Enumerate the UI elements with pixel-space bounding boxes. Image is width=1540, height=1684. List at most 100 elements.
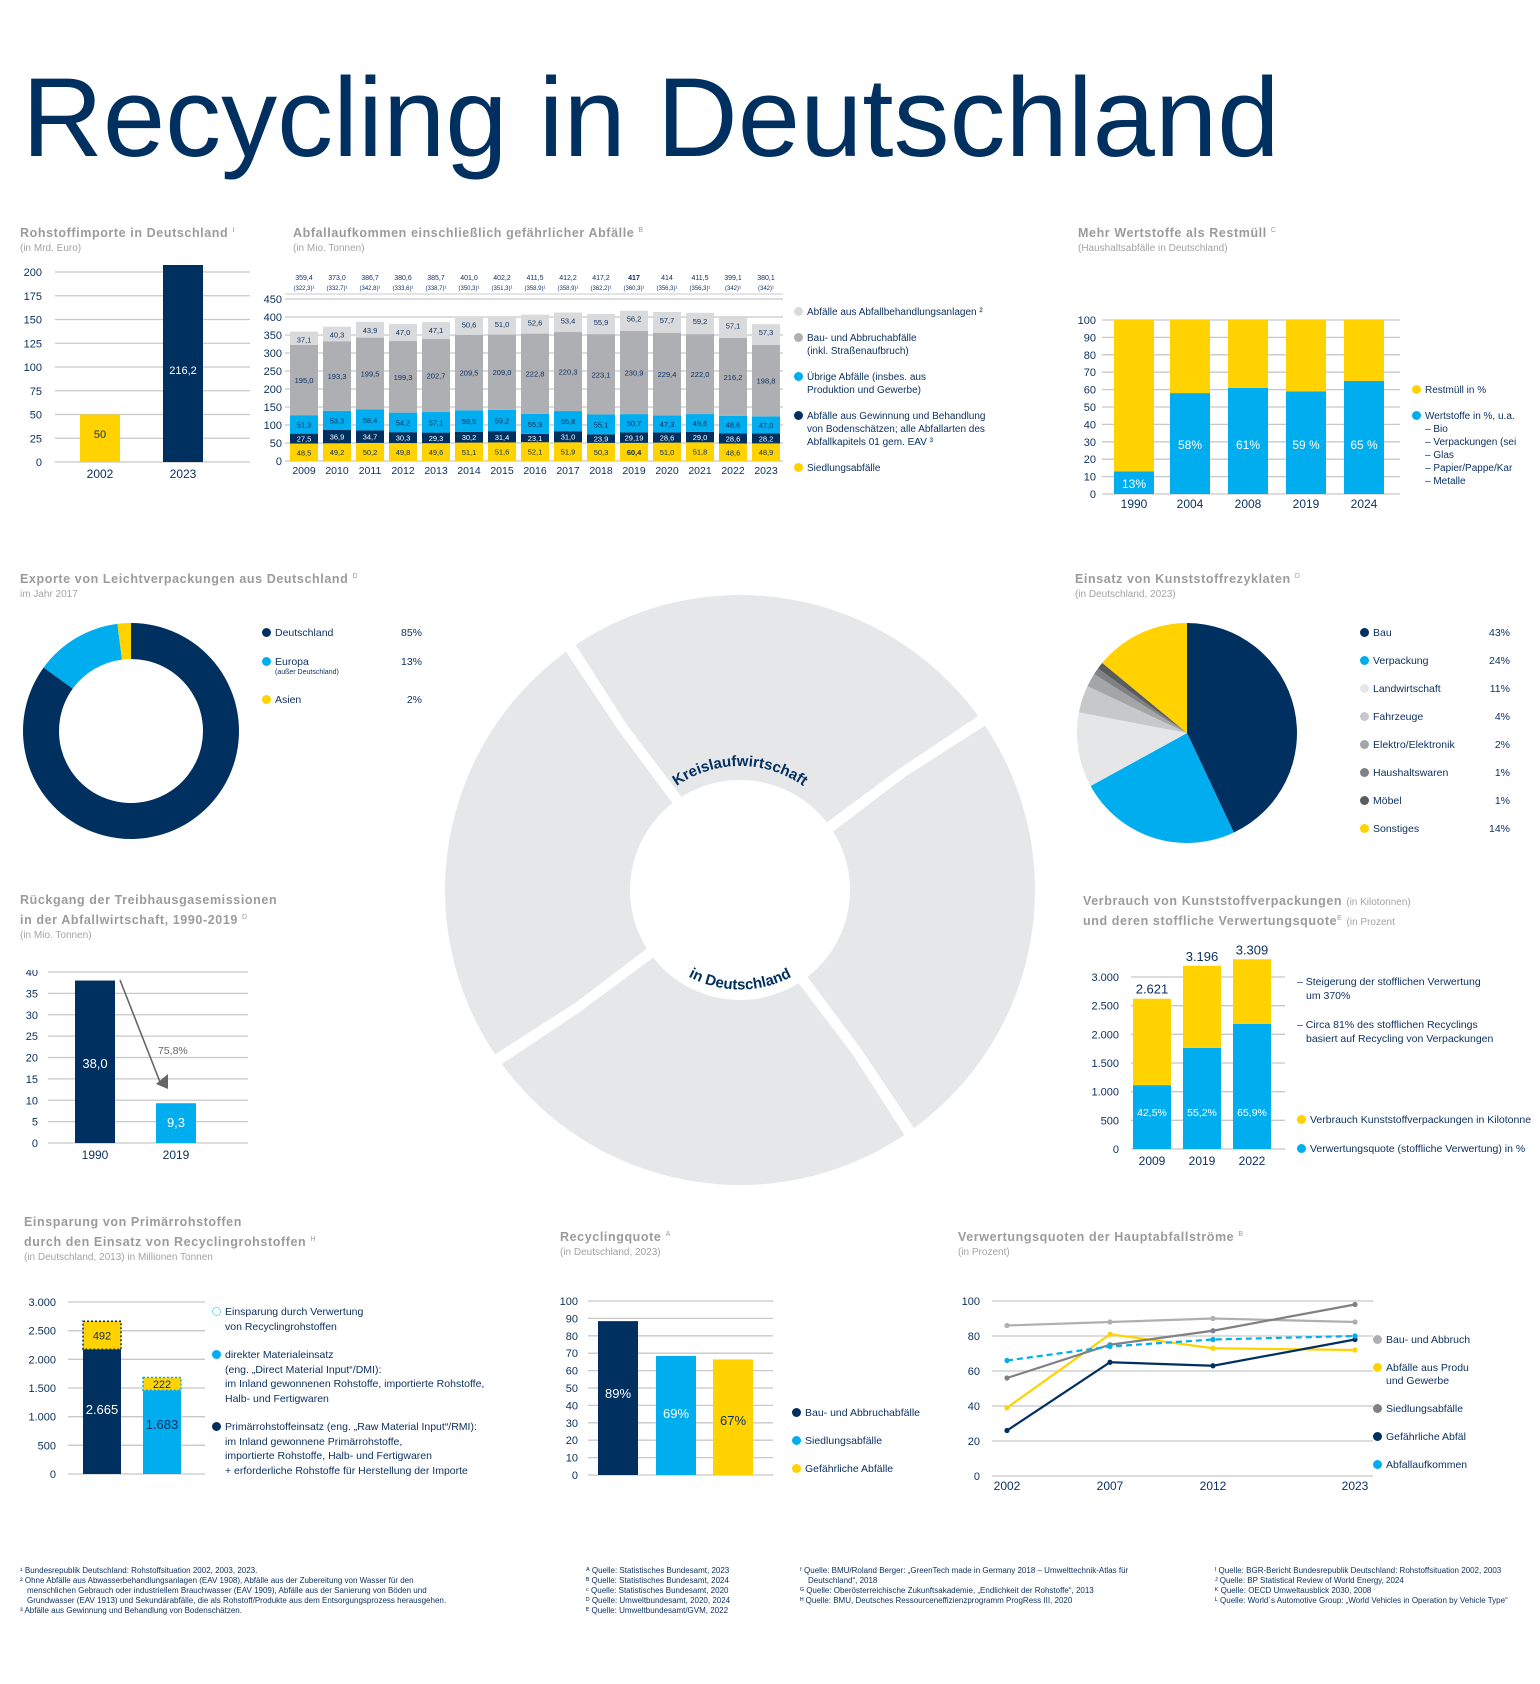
bar-segment: [488, 431, 516, 443]
pie-slice: [43, 623, 122, 689]
cycle-segment: [501, 957, 905, 1185]
y-tick: 0: [36, 457, 42, 469]
bar-segment: [455, 410, 483, 432]
bar-segment: [587, 314, 615, 335]
svg-text:49,8: 49,8: [396, 448, 411, 457]
bar-segment: [521, 314, 549, 334]
treibhaus-subtitle: (in Mio. Tonnen): [20, 930, 92, 942]
treibhaus-title-2: in der Abfallwirtschaft, 1990-2019: [20, 913, 238, 928]
bar-segment: [389, 412, 417, 433]
x-label: 2008: [1235, 497, 1262, 510]
bar-segment: [323, 430, 351, 444]
svg-text:55,9: 55,9: [528, 420, 543, 429]
svg-text:31,4: 31,4: [495, 433, 510, 442]
bar-segment: [752, 344, 780, 417]
x-label: 2021: [688, 465, 712, 477]
bar-segment: [1133, 998, 1171, 1086]
exporte-donut: [22, 623, 240, 839]
kunststoff-subtitle: (in Deutschland, 2023): [1075, 589, 1176, 601]
svg-text:51,6: 51,6: [495, 448, 510, 457]
rohstoff-header: Rohstoffimporte in Deutschland I (in Mrd…: [20, 226, 235, 255]
bar-segment: [752, 443, 780, 461]
bar-segment: [356, 337, 384, 410]
svg-text:53,4: 53,4: [561, 317, 576, 326]
svg-text:48,6: 48,6: [726, 448, 741, 457]
line-series: [1006, 1333, 1356, 1409]
svg-text:51,8: 51,8: [693, 448, 708, 457]
einsparung-subtitle: (in Deutschland, 2013) in Millionen Tonn…: [24, 1252, 213, 1264]
pie-slice: [1102, 623, 1187, 733]
x-label: 2019: [163, 1148, 190, 1162]
bar-segment: [290, 443, 318, 461]
bar-segment: [620, 330, 648, 415]
svg-text:55,8: 55,8: [561, 417, 576, 426]
svg-text:216,2: 216,2: [169, 365, 197, 377]
svg-text:52,6: 52,6: [528, 319, 543, 328]
svg-text:65 %: 65 %: [1350, 438, 1378, 452]
bar-segment: [389, 340, 417, 413]
svg-text:414: 414: [661, 275, 673, 282]
treibhaus-title-1: Rückgang der Treibhausgasemissionen: [20, 893, 278, 907]
quote-subtitle: (in Deutschland, 2023): [560, 1247, 661, 1259]
svg-text:(356,3)¹: (356,3)¹: [689, 286, 710, 292]
exporte-subtitle: im Jahr 2017: [20, 589, 78, 601]
y-tick: 40: [968, 1401, 980, 1413]
y-tick: 400: [264, 312, 282, 324]
data-point: [1210, 1315, 1216, 1322]
y-tick: 125: [24, 338, 42, 350]
legend-item: Verpackung 24%: [1360, 654, 1510, 682]
svg-text:417: 417: [628, 275, 640, 282]
wertstoffe-title: Mehr Wertstoffe als Restmüll: [1078, 226, 1267, 241]
svg-text:3.196: 3.196: [1186, 949, 1219, 964]
svg-text:223,1: 223,1: [592, 370, 611, 379]
svg-text:47,0: 47,0: [759, 421, 774, 430]
y-tick: 5: [32, 1117, 38, 1129]
svg-text:53,3: 53,3: [330, 416, 345, 425]
svg-text:417,2: 417,2: [592, 275, 610, 282]
rohstoff-chart: 0 25 50 75 100 125 150 175 200 50 2002 216,2 2023: [24, 265, 250, 481]
y-tick: 60: [566, 1366, 578, 1378]
svg-text:34,7: 34,7: [363, 433, 378, 442]
svg-text:2.665: 2.665: [86, 1402, 119, 1417]
y-tick: 0: [276, 456, 282, 468]
y-tick: 2.500: [28, 1326, 56, 1338]
x-label: 2014: [457, 465, 481, 477]
y-tick: 80: [1084, 350, 1096, 362]
bar-segment: [587, 334, 615, 415]
svg-text:1.683: 1.683: [146, 1417, 179, 1432]
wertstoffe-legend: Restmüll in % Wertstoffe in %, u.a. – Bi…: [1412, 384, 1516, 488]
svg-text:199,3: 199,3: [394, 373, 413, 382]
svg-text:386,7: 386,7: [361, 275, 379, 282]
y-tick: 35: [26, 988, 38, 1000]
svg-text:50,2: 50,2: [363, 448, 378, 457]
quote-title: Recyclingquote: [560, 1230, 662, 1245]
svg-text:55,2%: 55,2%: [1187, 1107, 1217, 1119]
data-point: [1210, 1363, 1216, 1369]
bar-segment: [1133, 1085, 1171, 1149]
legend-item: Fahrzeuge 4%: [1360, 710, 1510, 738]
data-point: [1352, 1333, 1358, 1339]
data-point: [1210, 1345, 1216, 1351]
svg-text:(342)¹: (342)¹: [725, 286, 741, 292]
svg-text:385,7: 385,7: [427, 275, 445, 282]
x-label: 2015: [490, 465, 514, 477]
svg-text:216,2: 216,2: [724, 373, 743, 382]
bar: [75, 980, 115, 1143]
svg-text:40,3: 40,3: [330, 331, 345, 340]
y-tick: 10: [26, 1095, 38, 1107]
svg-text:59,2: 59,2: [495, 416, 510, 425]
bar-segment: [554, 312, 582, 332]
y-tick: 70: [566, 1348, 578, 1360]
svg-text:(358,9)¹: (358,9)¹: [524, 286, 545, 292]
bar-segment: [455, 442, 483, 461]
bar-segment: [1170, 320, 1210, 394]
y-tick: 100: [560, 1296, 578, 1308]
y-tick: 10: [1084, 472, 1096, 484]
treibhaus-chart: 0 5 10 15 20 25 30 35 40 38,0 1990 9,3 2019 75,8%: [26, 970, 248, 1162]
svg-text:51,3: 51,3: [297, 420, 312, 429]
quote-header: Recyclingquote A (in Deutschland, 2023): [560, 1230, 671, 1259]
svg-text:9,3: 9,3: [167, 1115, 185, 1130]
data-point: [1352, 1319, 1358, 1325]
svg-text:199,5: 199,5: [361, 370, 380, 379]
y-tick: 20: [566, 1435, 578, 1447]
